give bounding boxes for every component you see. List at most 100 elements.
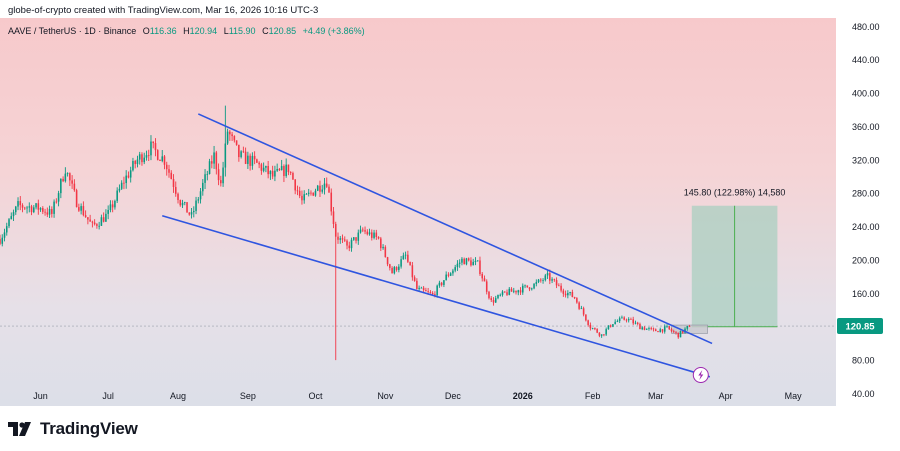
candle-body xyxy=(587,320,589,325)
candle-body xyxy=(303,194,305,201)
candle-body xyxy=(434,294,436,296)
candle-body xyxy=(82,206,85,216)
candle-body xyxy=(23,207,26,209)
candle-body xyxy=(352,237,355,240)
y-tick-label: 480.00 xyxy=(852,22,880,32)
candle-body xyxy=(630,319,632,320)
candle-body xyxy=(542,280,544,281)
candle-body xyxy=(307,192,310,194)
candle-body xyxy=(120,182,123,189)
candle-body xyxy=(66,173,69,175)
x-tick-label: Nov xyxy=(377,391,394,401)
candle-body xyxy=(481,274,484,279)
candle-body xyxy=(524,285,526,287)
candle-body xyxy=(114,200,116,208)
candle-body xyxy=(398,266,400,270)
candle-body xyxy=(461,258,463,263)
candle-body xyxy=(8,219,10,227)
candle-body xyxy=(147,155,150,156)
candle-body xyxy=(193,210,195,213)
candle-body xyxy=(334,223,337,237)
x-tick-label: Oct xyxy=(308,391,323,401)
x-tick-label: Jun xyxy=(33,391,48,401)
candle-body xyxy=(508,288,511,295)
candle-body xyxy=(483,278,486,282)
x-tick-label: Aug xyxy=(170,391,186,401)
candle-body xyxy=(105,213,107,222)
candle-body xyxy=(470,260,472,266)
candle-body xyxy=(143,157,146,163)
candle-body xyxy=(84,215,87,218)
candle-body xyxy=(168,169,170,173)
candle-body xyxy=(213,152,215,164)
candle-body xyxy=(582,308,585,315)
candle-body xyxy=(138,154,141,160)
candle-body xyxy=(118,188,121,191)
x-tick-label: Sep xyxy=(240,391,256,401)
candle-body xyxy=(217,169,220,181)
candle-body xyxy=(567,293,569,296)
candle-body xyxy=(463,258,465,265)
open-label: O xyxy=(142,26,150,36)
candle-body xyxy=(479,260,481,275)
candle-body xyxy=(265,165,267,168)
candle-body xyxy=(48,209,51,215)
candle-body xyxy=(301,195,303,201)
trendline-upper xyxy=(197,113,713,345)
y-tick-label: 240.00 xyxy=(852,222,880,232)
candle-body xyxy=(512,290,515,292)
candle-body xyxy=(287,164,290,173)
candle-body xyxy=(528,287,531,290)
candle-body xyxy=(623,317,625,320)
y-tick-label: 200.00 xyxy=(852,255,880,265)
candle-body xyxy=(111,204,114,208)
candle-body xyxy=(165,164,168,170)
candle-body xyxy=(202,182,204,192)
candle-body xyxy=(458,262,461,264)
candle-body xyxy=(395,267,398,270)
tradingview-logo[interactable]: TradingView xyxy=(8,419,138,439)
candle-body xyxy=(10,216,13,220)
candle-body xyxy=(578,302,580,309)
candle-body xyxy=(413,277,416,281)
candle-body xyxy=(560,285,562,291)
candle-body xyxy=(659,329,662,333)
candle-body xyxy=(416,280,418,289)
candle-body xyxy=(364,230,366,232)
candle-body xyxy=(220,180,222,184)
candle-body xyxy=(339,238,342,240)
candle-body xyxy=(551,279,553,281)
candle-body xyxy=(323,183,326,190)
candle-body xyxy=(650,328,653,329)
candle-body xyxy=(371,232,373,238)
x-tick-label: Mar xyxy=(648,391,664,401)
candle-body xyxy=(226,131,229,144)
price-axis[interactable] xyxy=(836,18,900,406)
candle-body xyxy=(93,222,96,225)
candle-body xyxy=(283,166,285,176)
candle-body xyxy=(499,294,502,296)
candle-body xyxy=(519,290,522,293)
candle-body xyxy=(420,287,423,289)
candle-body xyxy=(427,291,429,293)
candle-body xyxy=(190,212,193,215)
candle-body xyxy=(14,206,17,213)
candle-body xyxy=(91,221,94,223)
y-tick-label: 280.00 xyxy=(852,189,880,199)
change-value: +4.49 (+3.86%) xyxy=(302,26,365,36)
candle-body xyxy=(389,264,391,268)
candle-body xyxy=(222,167,224,184)
candle-body xyxy=(269,170,272,175)
candle-body xyxy=(490,298,493,301)
candle-body xyxy=(150,141,152,156)
candle-body xyxy=(553,279,556,281)
lightning-icon xyxy=(698,370,704,380)
candle-body xyxy=(343,239,346,241)
candle-body xyxy=(271,170,274,177)
candle-body xyxy=(431,292,434,295)
candle-body xyxy=(26,207,28,209)
candle-body xyxy=(411,265,414,278)
candle-body xyxy=(407,254,409,262)
candle-body xyxy=(195,200,197,211)
candle-body xyxy=(73,183,76,191)
